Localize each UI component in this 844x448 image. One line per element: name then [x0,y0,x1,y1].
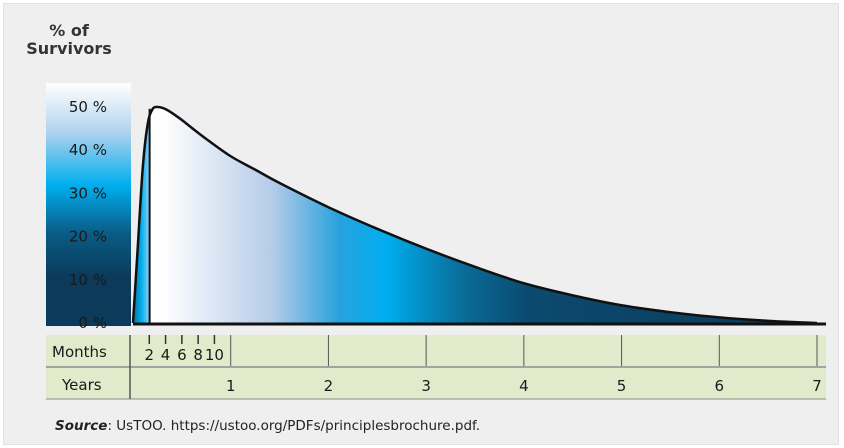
month-tick-label: 2 [145,346,155,364]
y-tick-labels: 0 % 10 % 20 % 30 % 40 % 50 % [69,98,107,332]
y-tick-label: 40 % [69,141,107,159]
y-tick-label: 0 % [78,314,107,332]
source-label: Source [55,418,108,434]
y-legend-gradient [46,83,131,326]
survival-area [131,105,826,326]
y-tick-label: 50 % [69,98,107,116]
month-tick-label: 10 [205,346,224,364]
year-tick-label: 6 [715,377,725,395]
year-tick-label: 4 [519,377,529,395]
y-tick-label: 30 % [69,184,107,202]
year-tick-label: 3 [421,377,431,395]
y-tick-label: 10 % [69,271,107,289]
y-axis-label-line1: % of [49,21,90,40]
y-tick-label: 20 % [69,228,107,246]
chart-svg: % of Survivors 0 % 10 % 20 % 30 % 40 % 50 % M… [26,21,826,400]
year-tick-label: 7 [812,377,822,395]
years-row-label: Years [61,376,102,394]
month-tick-label: 6 [177,346,187,364]
months-row-band [46,335,826,366]
month-tick-label: 8 [193,346,203,364]
year-tick-label: 2 [324,377,334,395]
survival-curve [131,105,818,325]
months-row-label: Months [52,343,107,361]
survival-area-fill [133,106,817,323]
chart-frame: % of Survivors 0 % 10 % 20 % 30 % 40 % 50 % M… [3,3,839,445]
source-text: : UsTOO. https://ustoo.org/PDFs/principl… [107,418,481,434]
y-axis-label-line2: Survivors [26,39,112,58]
peak-highlight-fill [149,106,168,323]
month-tick-label: 4 [161,346,171,364]
source-note: Source: UsTOO. https://ustoo.org/PDFs/pr… [55,418,480,434]
year-tick-label: 1 [226,377,236,395]
year-tick-label: 5 [617,377,627,395]
years-row-band [46,368,826,399]
